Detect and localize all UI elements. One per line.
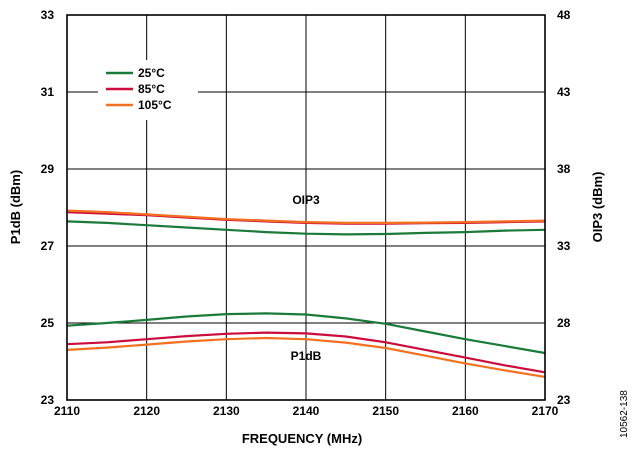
- x-axis-title: FREQUENCY (MHz): [242, 431, 362, 446]
- series-line-p1db-105c: [66, 336, 546, 378]
- plot-frame: [66, 14, 546, 401]
- legend: 25°C 85°C 105°C: [98, 60, 198, 120]
- legend-label: 85°C: [138, 82, 165, 96]
- y-tick-label-right: 48: [557, 8, 571, 22]
- y-axis-title-left: P1dB (dBm): [8, 170, 23, 244]
- series-lines: [66, 209, 546, 378]
- y-axis-title-right: OIP3 (dBm): [590, 172, 605, 243]
- x-tick-label: 2160: [452, 404, 479, 418]
- y-tick-label-left: 27: [41, 239, 55, 253]
- x-tick-label: 2110: [54, 404, 80, 418]
- annotation-oip3: OIP3: [292, 193, 320, 207]
- y-tick-label-right: 28: [557, 316, 571, 330]
- y-tick-label-left: 33: [41, 8, 55, 22]
- x-tick-label: 2170: [532, 404, 559, 418]
- y-tick-label-right: 33: [557, 239, 571, 253]
- legend-label: 25°C: [138, 66, 165, 80]
- y-tick-label-right: 43: [557, 85, 571, 99]
- series-line-oip3-105c: [66, 209, 546, 224]
- y-tick-label-left: 29: [41, 162, 55, 176]
- y-tick-label-right: 23: [557, 393, 571, 407]
- x-tick-label: 2120: [133, 404, 160, 418]
- y-tick-label-left: 25: [41, 316, 55, 330]
- figure-id: 10562-138: [619, 390, 630, 438]
- y-tick-label-left: 31: [41, 85, 55, 99]
- annotation-p1db: P1dB: [291, 349, 322, 363]
- x-tick-label: 2140: [293, 404, 320, 418]
- y-tick-label-left: 23: [41, 393, 55, 407]
- x-tick-label: 2150: [372, 404, 399, 418]
- legend-label: 105°C: [138, 98, 172, 112]
- tick-labels: 2110 2120 2130 2140 2150 2160 2170232527293133…: [41, 8, 571, 418]
- y-tick-label-right: 38: [557, 162, 571, 176]
- x-tick-label: 2130: [213, 404, 240, 418]
- series-line-p1db-85c: [66, 331, 546, 374]
- series-line-p1db-25c: [66, 312, 546, 355]
- series-line-oip3-25c: [66, 220, 546, 236]
